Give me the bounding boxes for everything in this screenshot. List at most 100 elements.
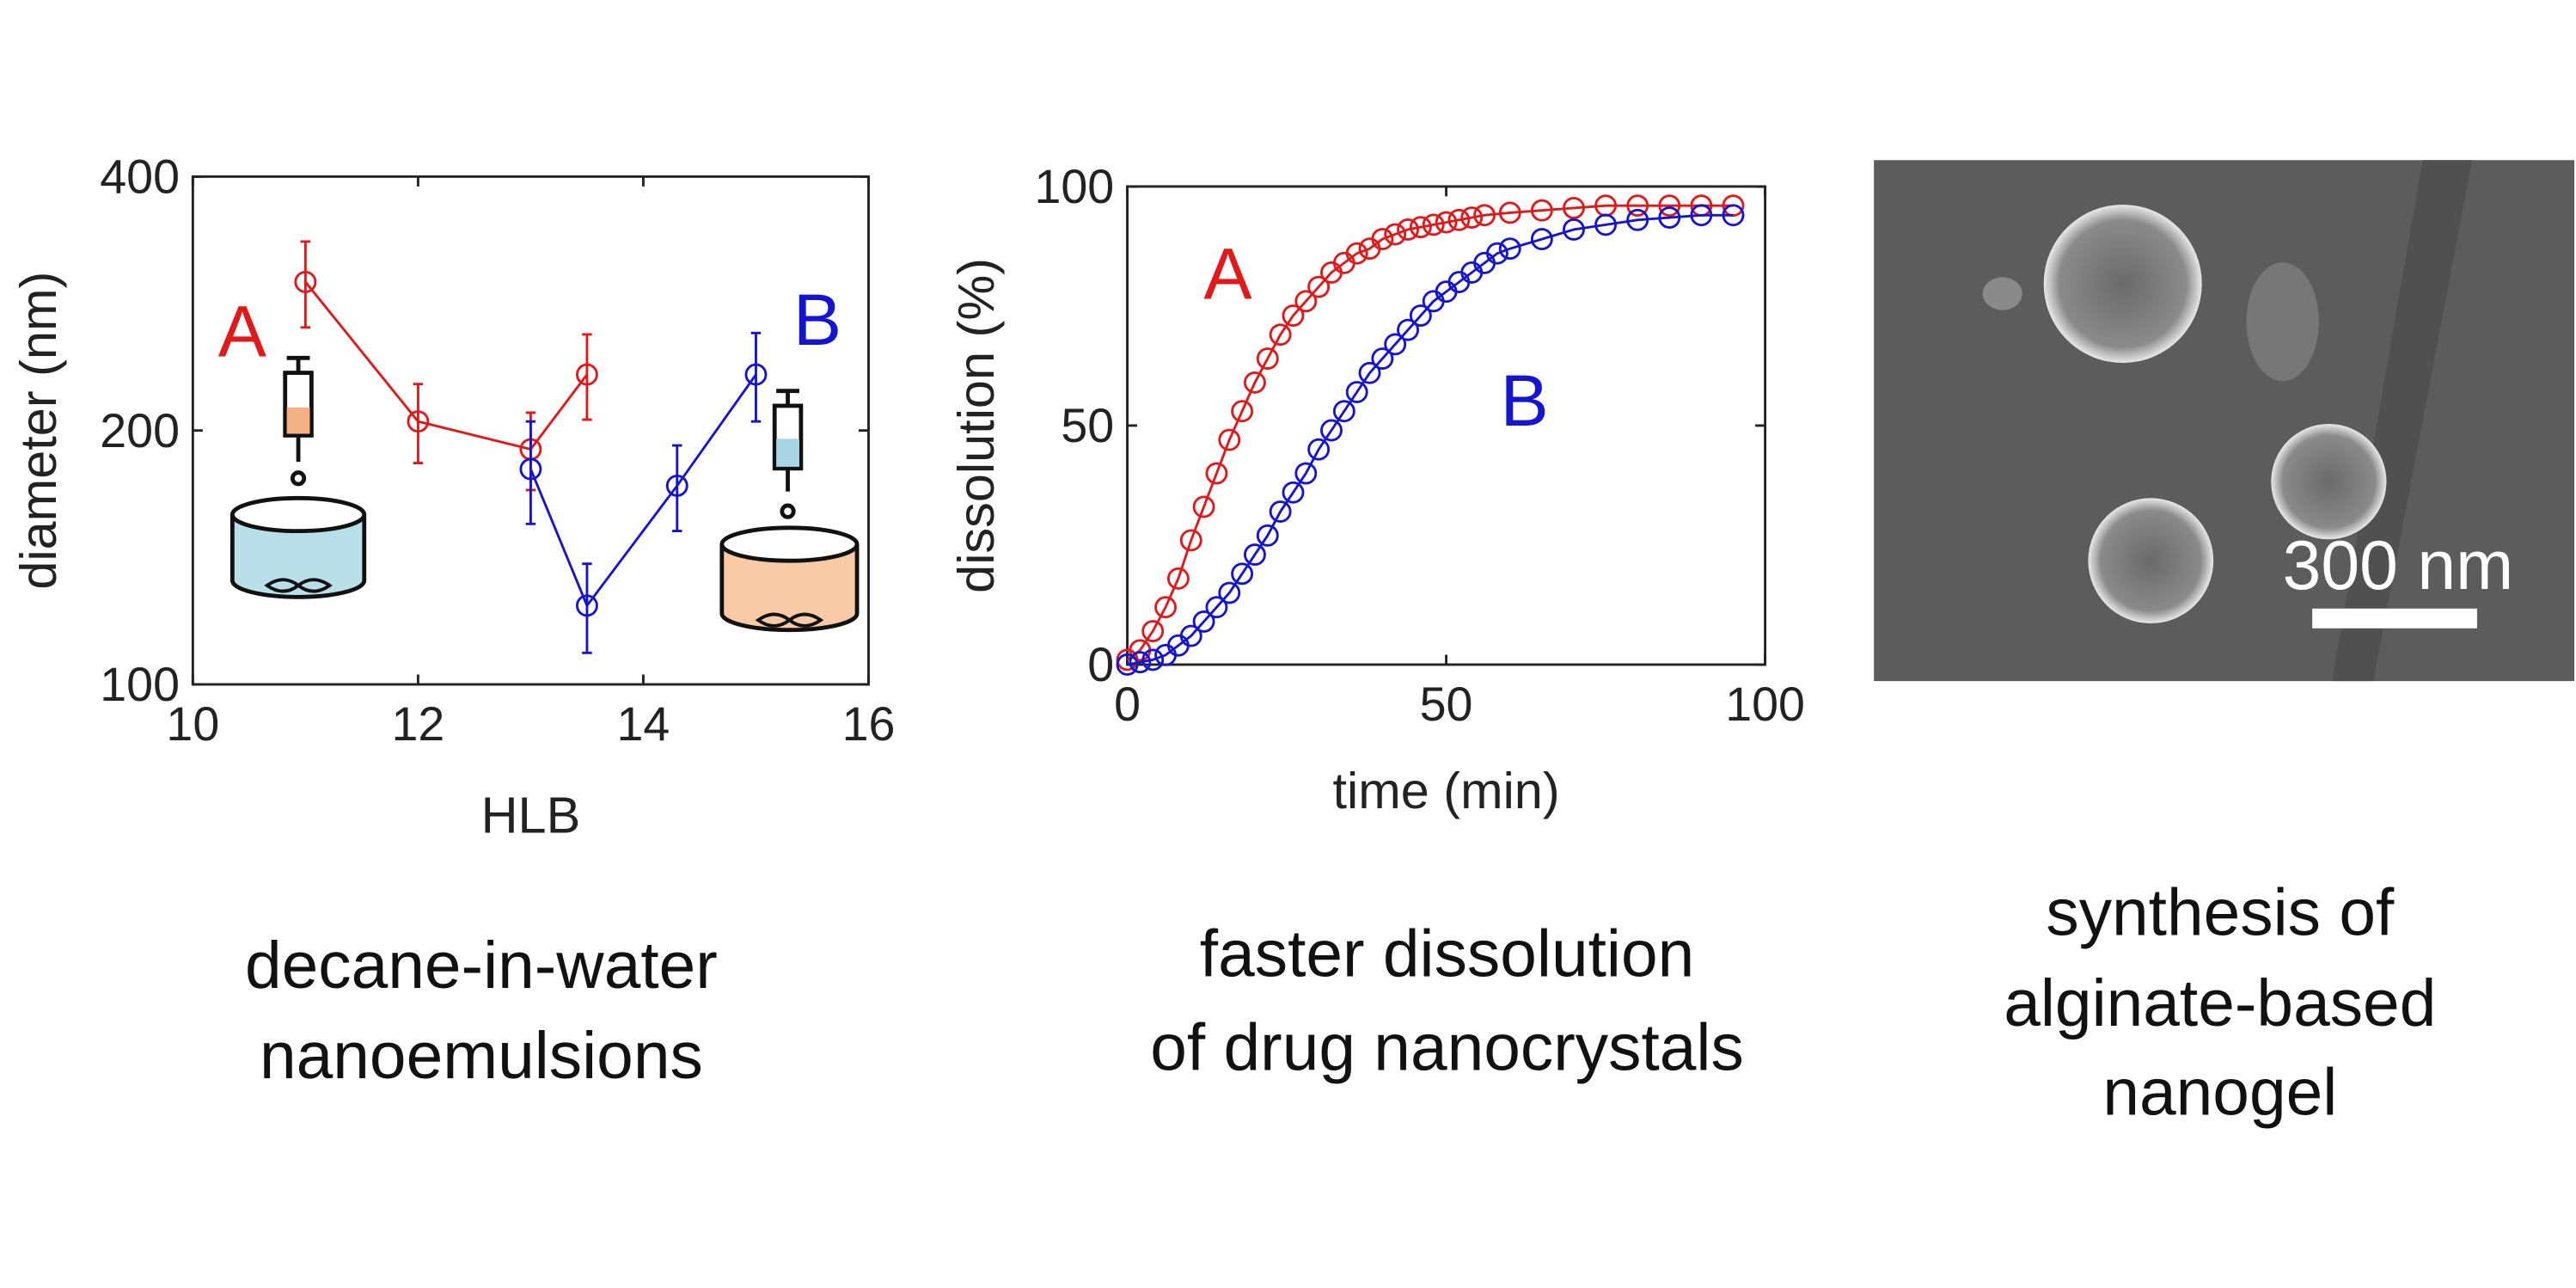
micrograph: 300 nm (1874, 160, 2575, 682)
error-bar (413, 383, 424, 464)
data-point (1358, 361, 1381, 384)
beaker-a (229, 495, 367, 599)
data-point (1154, 596, 1178, 619)
series-line (529, 373, 757, 609)
x-axis-label: time (min) (1332, 762, 1559, 819)
caption: faster dissolution (1200, 917, 1694, 991)
data-point (1116, 653, 1139, 676)
data-point (1179, 624, 1202, 647)
y-tick-label: 100 (100, 658, 180, 711)
data-point (1231, 562, 1254, 586)
error-bar (582, 333, 592, 421)
caption: alginate-based (2004, 967, 2436, 1040)
data-point (1345, 381, 1368, 403)
data-point (1530, 199, 1553, 222)
x-tick-label: 50 (1420, 678, 1473, 731)
series-label: B (793, 279, 841, 360)
x-tick-label: 0 (1114, 678, 1141, 731)
x-tick-label: 12 (391, 697, 444, 751)
data-point (1409, 216, 1432, 239)
data-point (1332, 400, 1355, 423)
data-point (665, 474, 688, 497)
data-point (1269, 500, 1292, 523)
data-point (1485, 242, 1508, 265)
data-point (575, 363, 598, 386)
y-axis-label: diameter (nm) (9, 272, 67, 590)
data-point (1397, 318, 1419, 341)
error-bar (750, 331, 762, 423)
y-tick-label: 100 (1034, 160, 1114, 213)
data-point (744, 363, 768, 386)
data-point (1384, 333, 1407, 356)
data-point (1179, 529, 1202, 552)
data-point (1192, 610, 1215, 633)
x-tick-label: 100 (1725, 678, 1805, 731)
caption: of drug nanocrystals (1150, 1012, 1744, 1085)
data-point (1282, 304, 1305, 327)
data-point (1256, 524, 1279, 547)
data-point (1498, 201, 1521, 224)
data-point (1409, 304, 1432, 327)
y-tick-label: 200 (100, 404, 180, 457)
x-tick-label: 10 (166, 697, 219, 751)
x-tick-label: 16 (842, 697, 896, 751)
data-point (1626, 208, 1649, 231)
data-point (575, 594, 598, 617)
data-point (1658, 206, 1681, 229)
data-point (1166, 567, 1190, 590)
y-tick-label: 50 (1061, 399, 1114, 452)
data-point (1294, 290, 1318, 313)
data-point (1626, 194, 1649, 218)
beaker-b (719, 525, 860, 633)
data-point (1129, 651, 1152, 674)
data-point (1307, 438, 1331, 461)
error-bar (300, 240, 311, 329)
data-point (1307, 275, 1331, 298)
syringe-a (283, 355, 314, 487)
data-point (294, 271, 317, 293)
data-point (1473, 204, 1496, 227)
data-point (1422, 213, 1445, 236)
data-point (407, 410, 430, 433)
scale-label: 300 nm (2283, 527, 2514, 604)
caption: synthesis of (2046, 876, 2395, 949)
x-tick-label: 14 (617, 697, 670, 751)
data-point (1205, 596, 1228, 619)
data-point (519, 457, 542, 481)
data-point (1530, 228, 1553, 251)
data-point (1690, 204, 1713, 227)
data-point (1722, 204, 1745, 227)
data-point (1205, 462, 1228, 485)
data-point (1218, 428, 1241, 451)
data-point (1244, 371, 1266, 394)
data-point (1231, 400, 1254, 423)
data-point (1447, 208, 1471, 231)
caption: nanoemulsions (260, 1020, 703, 1093)
y-tick-label: 0 (1087, 638, 1114, 691)
series-label: B (1501, 360, 1549, 441)
data-point (1294, 462, 1318, 485)
data-point (1460, 206, 1484, 229)
data-point (1594, 213, 1618, 236)
series-line (1126, 204, 1734, 661)
series-line (304, 281, 589, 451)
data-point (1658, 194, 1681, 218)
data-point (1563, 196, 1585, 219)
data-point (1371, 347, 1394, 371)
data-point (1435, 211, 1458, 234)
data-point (1498, 237, 1521, 261)
data-point (1192, 495, 1215, 518)
series-label: A (218, 291, 267, 371)
data-point (1141, 648, 1165, 672)
x-axis-label: HLB (481, 787, 581, 844)
data-point (1384, 223, 1407, 246)
data-point (1397, 218, 1419, 241)
error-bar (525, 420, 536, 525)
data-point (1256, 347, 1279, 371)
y-tick-label: 400 (100, 150, 180, 204)
data-point (1218, 581, 1241, 604)
data-point (1320, 419, 1343, 442)
caption: nanogel (2102, 1056, 2337, 1129)
